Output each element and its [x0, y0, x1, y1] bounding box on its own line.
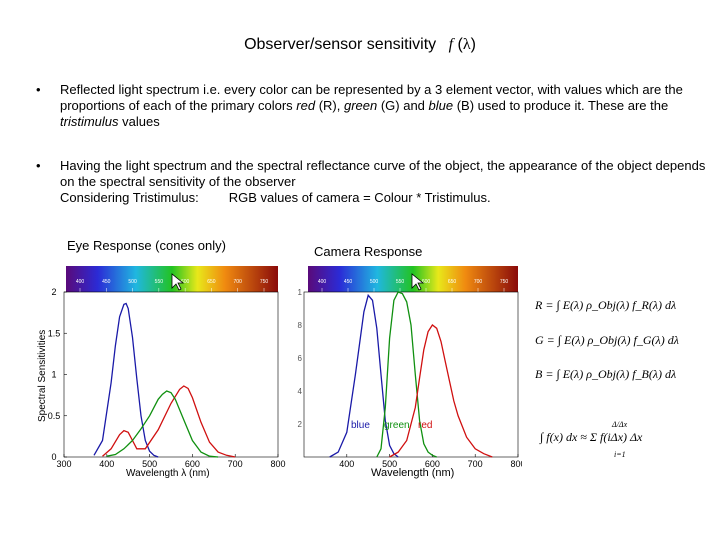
y-tick-label: 0	[51, 452, 56, 462]
x-tick-label: 500	[382, 459, 397, 469]
strip-tick-label: 550	[396, 279, 405, 285]
x-tick-label: 700	[468, 459, 483, 469]
y-tick-label: 8	[298, 321, 303, 330]
spectrum-strip-ticks: 400 450 500 550 600 650 700 750	[76, 279, 269, 292]
cursor-icon	[171, 273, 185, 291]
x-tick-label: 800	[510, 459, 522, 469]
x-axis-label: Wavelength λ (nm)	[126, 468, 210, 479]
camera-response-chart: 400 450 500 550 600 650 700 750 400 500 600 700 800…	[298, 266, 522, 479]
y-tick-label: 1	[51, 370, 56, 380]
equation-lhs: R	[535, 298, 543, 312]
strip-tick-label: 650	[207, 279, 216, 285]
strip-tick-label: 450	[102, 279, 111, 285]
x-tick-label: 800	[270, 459, 285, 469]
eye-plot-area: 300 400 500 600 700 800 0 0.5 1 1.5 2	[48, 287, 286, 469]
x-tick-label: 700	[228, 459, 243, 469]
y-tick-label: 2	[51, 287, 56, 297]
slide-title-text: Observer/sensor sensitivity	[244, 36, 437, 53]
strip-tick-label: 400	[76, 279, 85, 285]
x-tick-label: 400	[99, 459, 114, 469]
series-line-blue	[329, 293, 399, 458]
y-tick-label: 4	[298, 387, 303, 396]
bullet-text-part: Reflected light spectrum i.e. every colo…	[60, 82, 683, 113]
strip-tick-label: 500	[128, 279, 137, 285]
sum-lower-limit: i=1	[614, 450, 626, 459]
bullet-icon: •	[36, 158, 41, 173]
emphasis-blue: blue	[428, 98, 454, 113]
legend-red: red	[418, 420, 432, 431]
equation-lhs: G	[535, 333, 544, 347]
camera-response-caption: Camera Response	[314, 244, 423, 259]
strip-tick-label: 750	[260, 279, 269, 285]
equation-r: R = ∫ E(λ) ρ_Obj(λ) f_R(λ) dλ	[535, 298, 717, 313]
legend-blue: blue	[351, 420, 370, 431]
emphasis-green: green	[343, 98, 378, 113]
series-line-blue	[93, 302, 159, 458]
bullet-text: Reflected light spectrum i.e. every colo…	[60, 82, 710, 130]
strip-tick-label: 700	[474, 279, 483, 285]
y-tick-label: 0.5	[48, 411, 61, 421]
slide-title-lambda: λ	[462, 36, 471, 53]
y-tick-label: 1.5	[48, 328, 61, 338]
eye-response-caption: Eye Response (cones only)	[67, 238, 226, 253]
emphasis-red: red	[296, 98, 316, 113]
bullet-text-line: Considering Tristimulus: RGB values of ca…	[60, 190, 710, 206]
riemann-sum-equation: ∫ f(x) dx ≈ Σ f(iΔx) Δx	[540, 430, 643, 444]
slide-title: Observer/sensor sensitivity f (λ)	[0, 36, 720, 54]
bullet-text-part: (G) and	[377, 98, 429, 113]
strip-tick-label: 400	[318, 279, 327, 285]
y-axis-label: Spectral Sensitivities	[37, 330, 48, 422]
plot-frame	[63, 291, 279, 458]
y-tick-label: 2	[298, 420, 303, 429]
camera-plot-area: 400 500 600 700 800 1 8 6 4 2	[298, 288, 522, 469]
y-tick-label: 6	[298, 354, 303, 363]
strip-tick-label: 650	[448, 279, 457, 285]
series-line-red	[389, 324, 493, 458]
series-line-red	[102, 385, 236, 458]
sum-upper-limit: Δ/Δx	[612, 420, 628, 429]
strip-tick-label: 700	[234, 279, 243, 285]
slide-title-paren-close: )	[470, 36, 476, 53]
emphasis-tristimulus: tristimulus	[60, 114, 119, 129]
series-line-green	[376, 291, 437, 458]
eye-response-chart: 400 450 500 550 600 650 700 750 300 400 500 600 700…	[37, 266, 286, 479]
x-tick-label: 300	[56, 459, 71, 469]
strip-tick-label: 450	[344, 279, 353, 285]
strip-tick-label: 600	[181, 279, 190, 285]
bullet-text: Having the light spectrum and the spectr…	[60, 158, 710, 206]
x-tick-label: 400	[339, 459, 354, 469]
equation-b: B = ∫ E(λ) ρ_Obj(λ) f_B(λ) dλ	[535, 367, 717, 382]
strip-tick-label: 600	[422, 279, 431, 285]
strip-tick-label: 500	[370, 279, 379, 285]
bullet-icon: •	[36, 82, 41, 97]
bullet-text-line: Having the light spectrum and the spectr…	[60, 158, 706, 189]
spectrum-strip-ticks: 400 450 500 550 600 650 700 750	[318, 279, 509, 292]
equation-rhs: = ∫ E(λ) ρ_Obj(λ) f_G(λ) dλ	[546, 333, 679, 347]
legend-green: green	[384, 420, 410, 431]
cursor-icon	[411, 273, 425, 291]
slide-title-function: f	[448, 36, 454, 53]
slide-title-paren-open: (	[457, 36, 463, 53]
series-line-green	[106, 390, 219, 458]
equation-g: G = ∫ E(λ) ρ_Obj(λ) f_G(λ) dλ	[535, 333, 717, 348]
bullet-text-part: values	[118, 114, 160, 129]
y-tick-label: 1	[298, 288, 303, 297]
equation-rhs: = ∫ E(λ) ρ_Obj(λ) f_R(λ) dλ	[545, 298, 677, 312]
strip-tick-label: 750	[500, 279, 509, 285]
equation-lhs: B	[535, 367, 543, 381]
bullet-text-part: (B) used to produce it. These are the	[453, 98, 669, 113]
bullet-text-part: (R),	[315, 98, 344, 113]
x-tick-label: 600	[185, 459, 200, 469]
x-tick-label: 600	[425, 459, 440, 469]
plot-frame	[303, 291, 519, 458]
equation-rhs: = ∫ E(λ) ρ_Obj(λ) f_B(λ) dλ	[545, 367, 677, 381]
x-axis-label: Wavelength (nm)	[371, 467, 454, 479]
rgb-formula: RGB values of camera = Colour * Tristimu…	[228, 190, 491, 205]
strip-tick-label: 550	[155, 279, 164, 285]
tristimulus-label: Considering Tristimulus:	[60, 190, 199, 205]
x-tick-label: 500	[142, 459, 157, 469]
